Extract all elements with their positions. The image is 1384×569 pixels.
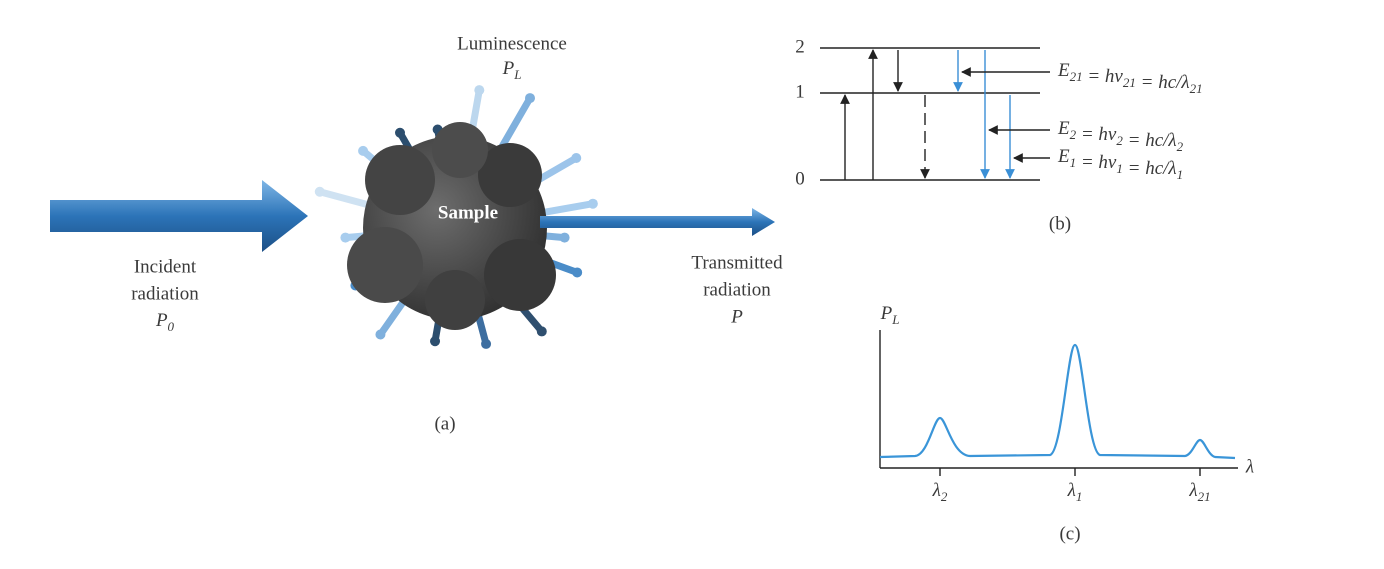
equation-sub: 21	[1070, 69, 1083, 84]
transmitted-label: Transmitted	[691, 252, 783, 273]
peak-label: λ21	[1188, 480, 1210, 504]
level-label: 2	[795, 36, 805, 57]
spectrum-curve	[880, 345, 1235, 458]
equation-main: = hν	[1076, 152, 1117, 173]
equation-main: E	[1057, 118, 1070, 139]
incident-arrow	[50, 180, 308, 252]
equation-main: = hc/λ	[1123, 158, 1177, 179]
peak-label-sub: 2	[941, 489, 948, 504]
panel-label: (a)	[434, 413, 455, 434]
equation-main: = hc/λ	[1136, 72, 1190, 93]
equation-sub: 21	[1123, 75, 1136, 90]
peak-label-main: λ	[1188, 480, 1197, 501]
peak-label: λ1	[1067, 480, 1083, 504]
spike-tip	[481, 339, 491, 349]
peak-label: λ2	[932, 480, 948, 504]
spike-tip	[560, 233, 570, 243]
luminescence-symbol: PL	[502, 58, 522, 82]
equation-sub: 1	[1177, 167, 1184, 182]
equation-sub: 2	[1177, 139, 1184, 154]
luminescence-label: Luminescence	[457, 33, 567, 54]
panel-label: (c)	[1059, 523, 1080, 544]
equation-main: = hν	[1083, 66, 1124, 87]
equation: E2 = hν2 = hc/λ2	[1057, 118, 1184, 154]
equation-sub: 21	[1190, 81, 1203, 96]
incident-symbol-sub: 0	[168, 319, 175, 334]
spike-tip	[375, 329, 385, 339]
peak-label-sub: 21	[1198, 489, 1211, 504]
transitions	[845, 50, 1050, 180]
peak-label-main: λ	[1067, 480, 1076, 501]
spike-tip	[571, 153, 581, 163]
spike-tip	[430, 336, 440, 346]
equation-main: = hc/λ	[1123, 130, 1177, 151]
spectrum-y-label: PL	[880, 303, 900, 327]
spectrum-axes	[880, 330, 1238, 476]
equation: E1 = hν1 = hc/λ1	[1057, 146, 1183, 182]
sample-blob	[347, 122, 556, 330]
incident-symbol-main: P	[155, 310, 168, 331]
spike-tip	[537, 326, 547, 336]
equation-main: = hν	[1076, 124, 1117, 145]
incident-symbol: P0	[155, 310, 175, 334]
luminescence-symbol-main: P	[502, 58, 515, 79]
transmitted-label: radiation	[703, 279, 771, 300]
spike-tip	[395, 128, 405, 138]
equation: E21 = hν21 = hc/λ21	[1057, 60, 1203, 96]
figure: LuminescencePLSampleIncidentradiationP0T…	[0, 0, 1384, 569]
transmitted-symbol: P	[730, 306, 743, 327]
level-label: 0	[795, 168, 805, 189]
equation-main: E	[1057, 146, 1070, 167]
spectrum-x-label: λ	[1245, 456, 1254, 477]
spike-tip	[358, 146, 368, 156]
level-label: 1	[795, 81, 805, 102]
transmitted-arrow	[540, 208, 775, 236]
incident-label: Incident	[134, 256, 197, 277]
spike-tip	[315, 187, 325, 197]
energy-levels	[820, 48, 1040, 180]
spike-tip	[340, 233, 350, 243]
spike-tip	[474, 85, 484, 95]
spike-tip	[525, 93, 535, 103]
sample-label: Sample	[438, 202, 498, 223]
luminescence-symbol-sub: L	[513, 67, 521, 82]
spike-tip	[572, 267, 582, 277]
spectrum-y-label-sub: L	[891, 312, 899, 327]
incident-label: radiation	[131, 283, 199, 304]
peak-label-sub: 1	[1076, 489, 1083, 504]
panel-label: (b)	[1049, 213, 1071, 234]
equation-main: E	[1057, 60, 1070, 81]
peak-label-main: λ	[932, 480, 941, 501]
spectrum-y-label-main: P	[880, 303, 893, 324]
spike-tip	[588, 199, 598, 209]
